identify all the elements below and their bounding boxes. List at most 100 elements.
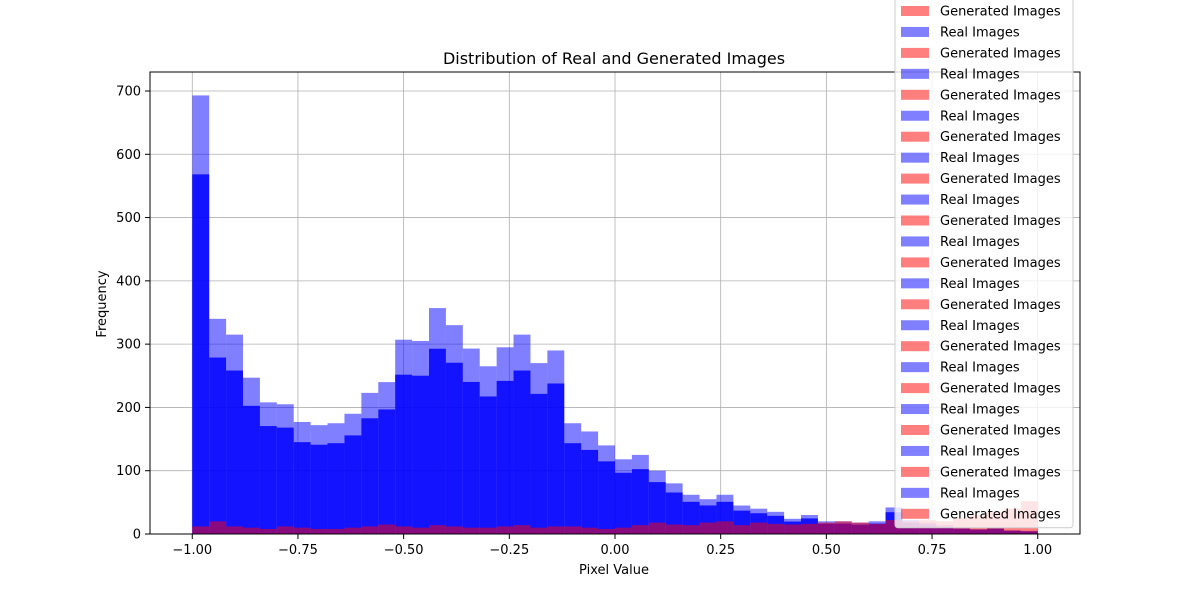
generated-images-bar bbox=[513, 525, 531, 534]
legend-box bbox=[894, 0, 1074, 529]
generated-images-bar bbox=[276, 526, 294, 534]
generated-images-bar bbox=[851, 522, 869, 534]
generated-images-bar bbox=[615, 527, 632, 534]
generated-images-bar bbox=[817, 522, 835, 534]
legend-items: Generated Images Real Images Generated Ima… bbox=[901, 5, 1061, 522]
real-images-overlay-bar bbox=[665, 492, 683, 534]
legend-label: Real Images bbox=[940, 151, 1020, 166]
generated-images-bar bbox=[868, 523, 886, 534]
x-tick-label: −1.00 bbox=[172, 543, 212, 558]
legend-label: Real Images bbox=[940, 277, 1020, 292]
real-images-overlay-bar bbox=[327, 443, 345, 534]
y-tick-label: 600 bbox=[116, 148, 141, 163]
real-images-overlay-bar bbox=[209, 357, 227, 534]
legend-swatch bbox=[901, 508, 929, 519]
real-images-overlay-bar bbox=[581, 449, 599, 534]
x-tick-label: 0.25 bbox=[706, 543, 735, 558]
real-images-overlay-bar bbox=[378, 409, 396, 534]
generated-images-bar bbox=[395, 526, 413, 534]
legend-label: Generated Images bbox=[940, 130, 1061, 145]
real-images-overlay-bar bbox=[395, 374, 413, 534]
generated-images-bar bbox=[564, 526, 582, 534]
x-axis-label: Pixel Value bbox=[579, 563, 649, 578]
legend-label: Real Images bbox=[940, 444, 1020, 459]
legend-swatch bbox=[901, 89, 929, 100]
x-tick-label: 0.00 bbox=[601, 543, 630, 558]
legend-label: Real Images bbox=[940, 67, 1020, 82]
real-images-overlay-bar bbox=[429, 348, 446, 534]
legend-label: Generated Images bbox=[940, 507, 1061, 522]
generated-images-bar bbox=[327, 528, 345, 534]
real-images-overlay-bar bbox=[192, 174, 210, 534]
generated-images-bar bbox=[598, 528, 615, 534]
generated-images-bar bbox=[767, 523, 785, 534]
generated-images-bar bbox=[344, 527, 362, 534]
legend-label: Generated Images bbox=[940, 214, 1061, 229]
real-images-overlay-bar bbox=[243, 405, 260, 534]
chart-title: Distribution of Real and Generated Image… bbox=[443, 49, 785, 68]
legend-swatch bbox=[901, 26, 929, 37]
real-images-overlay-bar bbox=[276, 427, 294, 534]
real-images-overlay-bar bbox=[530, 393, 548, 534]
legend-label: Generated Images bbox=[940, 46, 1061, 61]
x-tick-label: 0.50 bbox=[812, 543, 841, 558]
legend-label: Real Images bbox=[940, 109, 1020, 124]
legend-swatch bbox=[901, 320, 929, 331]
y-tick-label: 300 bbox=[116, 338, 141, 353]
real-images-overlay-bar bbox=[226, 370, 243, 534]
real-images-overlay-bar bbox=[445, 362, 463, 534]
legend-swatch bbox=[901, 278, 929, 289]
legend-swatch bbox=[901, 383, 929, 394]
legend-swatch bbox=[901, 215, 929, 226]
generated-images-bar bbox=[750, 522, 768, 534]
legend-label: Generated Images bbox=[940, 88, 1061, 103]
generated-images-bar bbox=[716, 521, 734, 534]
x-tick-label: 1.00 bbox=[1023, 543, 1052, 558]
generated-images-bar bbox=[429, 525, 446, 534]
generated-images-bar bbox=[293, 527, 311, 534]
real-images-overlay-bar bbox=[293, 442, 311, 534]
x-tick-label: −0.25 bbox=[489, 543, 529, 558]
x-tick-label: −0.50 bbox=[384, 543, 424, 558]
legend-swatch bbox=[901, 362, 929, 373]
y-tick-label: 200 bbox=[116, 401, 141, 416]
legend-label: Real Images bbox=[940, 193, 1020, 208]
legend-label: Generated Images bbox=[940, 172, 1061, 187]
x-axis-ticks: −1.00 −0.75 −0.50 −0.25 0.00 0.25 0.50 0.75 1.00 bbox=[172, 534, 1052, 558]
real-images-overlay-bar bbox=[564, 443, 582, 534]
legend-swatch bbox=[901, 236, 929, 247]
legend-label: Generated Images bbox=[940, 340, 1061, 355]
real-images-overlay-bar bbox=[648, 482, 666, 534]
real-images-overlay-bar bbox=[513, 370, 531, 534]
y-tick-label: 0 bbox=[133, 528, 141, 543]
legend-swatch bbox=[901, 466, 929, 477]
legend-swatch bbox=[901, 341, 929, 352]
real-images-overlay-bar bbox=[344, 435, 362, 534]
generated-images-bar bbox=[496, 526, 514, 534]
legend-swatch bbox=[901, 257, 929, 268]
generated-images-bar bbox=[581, 527, 599, 534]
legend-label: Real Images bbox=[940, 486, 1020, 501]
generated-images-bar bbox=[547, 526, 565, 534]
legend-label: Generated Images bbox=[940, 465, 1061, 480]
generated-images-bar bbox=[462, 527, 480, 534]
y-tick-label: 500 bbox=[116, 211, 141, 226]
legend-swatch bbox=[901, 404, 929, 415]
generated-images-bar bbox=[699, 522, 717, 534]
real-images-overlay-bar bbox=[259, 426, 277, 534]
generated-images-bar bbox=[412, 527, 429, 534]
legend-swatch bbox=[901, 131, 929, 142]
y-tick-label: 400 bbox=[116, 274, 141, 289]
x-tick-label: 0.75 bbox=[918, 543, 947, 558]
legend-swatch bbox=[901, 487, 929, 498]
y-tick-label: 700 bbox=[116, 84, 141, 99]
legend-label: Generated Images bbox=[940, 424, 1061, 439]
legend-swatch bbox=[901, 425, 929, 435]
x-tick-label: −0.75 bbox=[278, 543, 318, 558]
y-axis-label: Frequency bbox=[95, 270, 110, 337]
real-images-overlay-bar bbox=[598, 461, 615, 534]
legend-swatch bbox=[901, 110, 929, 121]
legend-label: Real Images bbox=[940, 403, 1020, 418]
generated-images-bar bbox=[530, 527, 548, 534]
